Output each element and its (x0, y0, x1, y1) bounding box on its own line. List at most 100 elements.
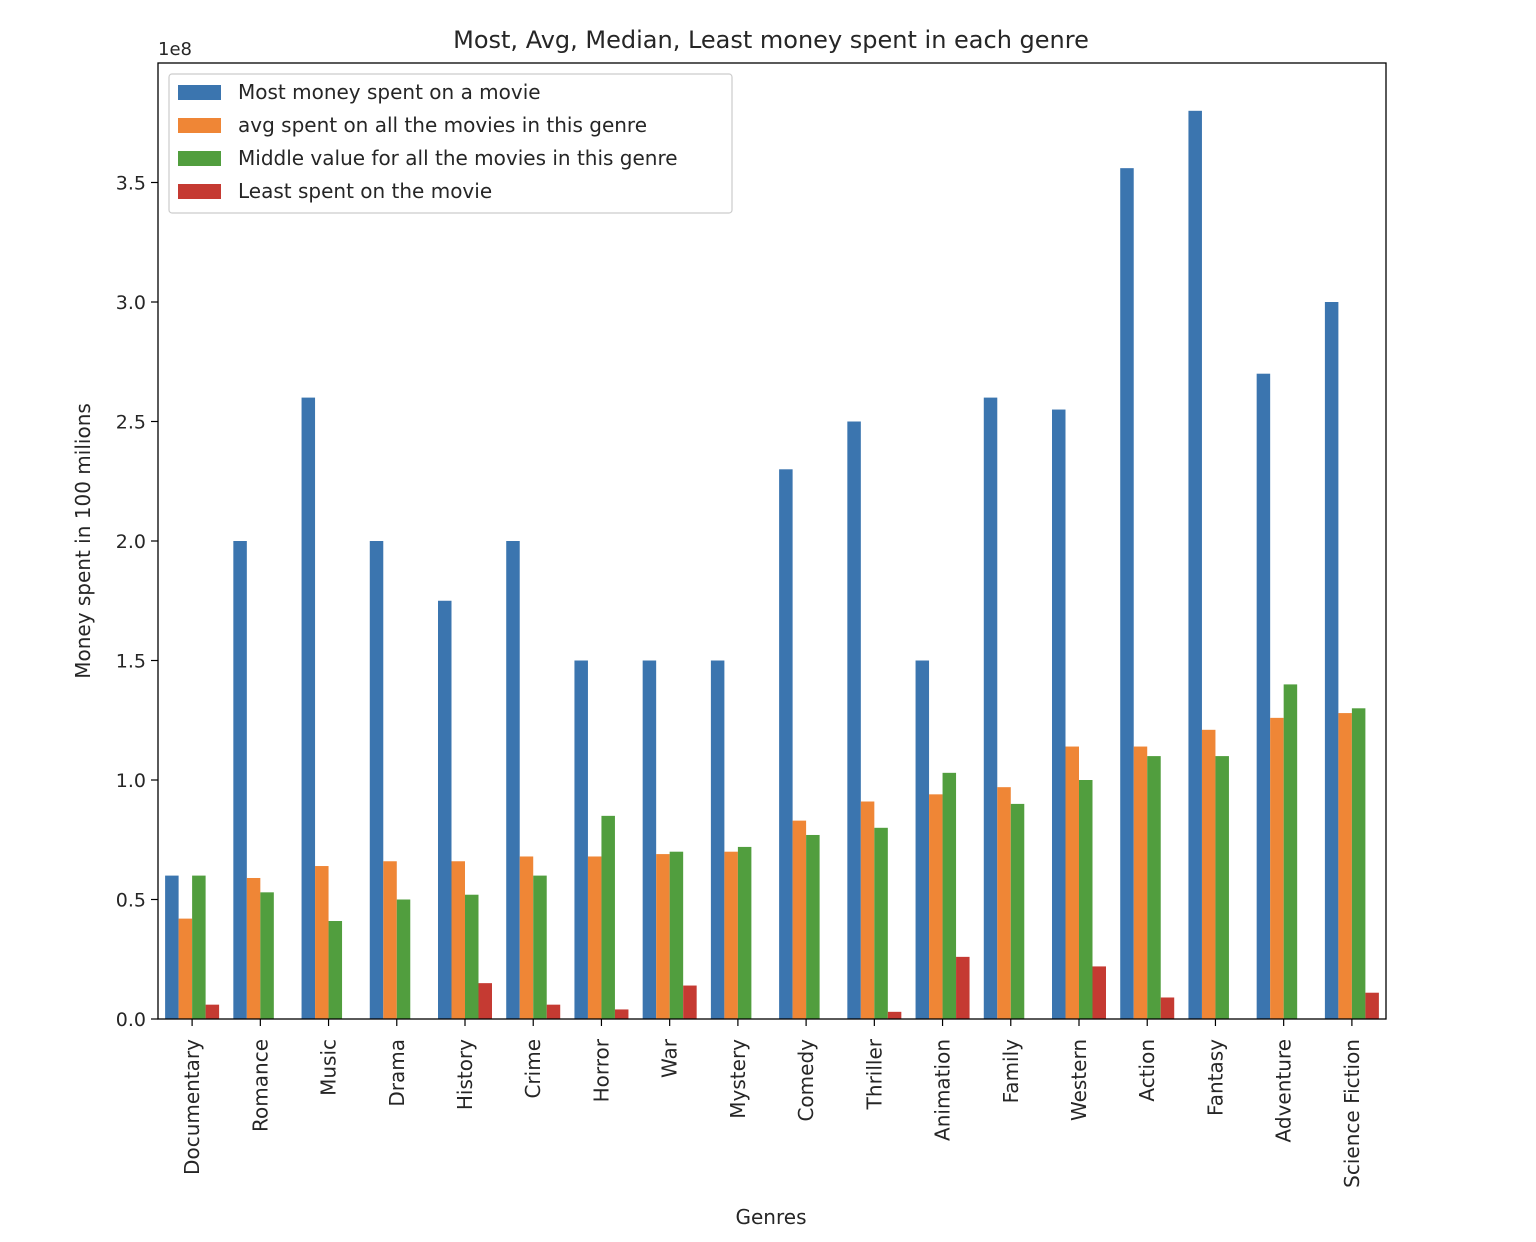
bar-series-2-war (669, 851, 684, 1019)
bar-series-2-animation (942, 772, 957, 1019)
x-tick-label: Comedy (794, 1039, 818, 1122)
bar-series-3-science-fiction (1365, 992, 1379, 1019)
bar-series-2-adventure (1283, 684, 1298, 1019)
bar-series-1-crime (519, 856, 534, 1019)
bar-series-0-history (438, 600, 452, 1019)
bar-series-1-science-fiction (1338, 713, 1352, 1019)
bar-series-2-mystery (737, 846, 752, 1019)
y-tick-label: 0.5 (116, 890, 146, 912)
legend-label: Least spent on the movie (238, 179, 492, 203)
x-tick-label: History (453, 1039, 477, 1110)
bar-series-2-thriller (874, 827, 888, 1019)
bar-series-0-action (1120, 168, 1134, 1019)
bar-series-2-comedy (806, 834, 820, 1019)
bar-series-2-romance (260, 892, 274, 1019)
bar-series-0-crime (506, 541, 520, 1019)
legend: Most money spent on a movie avg spent on … (168, 73, 733, 214)
plot-area: 0.0 0.5 1.0 1.5 2.0 2.5 3.0 3.5 Documentary Roman… (116, 62, 1387, 1188)
x-tick-label: Horror (589, 1038, 613, 1102)
bar-series-1-history (451, 861, 465, 1019)
bar-series-0-science-fiction (1324, 302, 1339, 1019)
x-tick-label: Science Fiction (1340, 1039, 1364, 1188)
bar-series-2-western (1079, 780, 1093, 1019)
x-tick-label: Documentary (180, 1039, 204, 1175)
bar-series-0-family (983, 397, 998, 1020)
bar-series-0-romance (233, 541, 247, 1019)
legend-swatch (178, 184, 221, 199)
x-tick-label: Fantasy (1203, 1039, 1227, 1116)
bar-series-2-fantasy (1215, 756, 1229, 1019)
bar-series-0-documentary (165, 875, 179, 1019)
bar-series-1-mystery (724, 851, 738, 1019)
legend-swatch (178, 118, 221, 133)
bar-series-2-horror (601, 815, 615, 1019)
bar-series-0-thriller (847, 421, 861, 1019)
x-tick-label: Animation (931, 1039, 955, 1141)
bar-series-1-adventure (1270, 717, 1284, 1019)
bar-series-2-family (1010, 803, 1025, 1019)
bar-series-1-horror (587, 856, 602, 1019)
bar-series-1-fantasy (1201, 729, 1216, 1019)
y-offset-label: 1e8 (158, 39, 192, 60)
bar-series-3-crime (546, 1004, 561, 1019)
bar-series-1-western (1065, 746, 1079, 1019)
bar-series-3-war (683, 985, 697, 1019)
legend-swatch (178, 151, 221, 166)
bar-series-1-war (656, 854, 670, 1019)
bar-series-0-adventure (1256, 373, 1271, 1019)
bar-series-0-mystery (710, 660, 725, 1019)
legend-box (168, 73, 733, 214)
bar-series-2-history (465, 894, 479, 1019)
x-tick-label: Adventure (1272, 1039, 1296, 1142)
bar-series-2-music (328, 921, 343, 1019)
bar-series-2-action (1147, 756, 1161, 1019)
x-tick-label: Thriller (862, 1038, 886, 1110)
bar-series-3-horror (614, 1009, 629, 1019)
x-tick-label: Music (317, 1039, 341, 1096)
bar-series-3-history (478, 983, 492, 1019)
bar-series-2-science-fiction (1351, 708, 1366, 1019)
bar-series-2-documentary (192, 875, 206, 1019)
bar-series-2-drama (396, 899, 411, 1019)
legend-label: avg spent on all the movies in this genr… (238, 113, 647, 137)
bar-series-1-documentary (178, 918, 193, 1019)
legend-label: Middle value for all the movies in this … (238, 146, 678, 170)
bar-series-1-animation (929, 794, 943, 1019)
chart-title: Most, Avg, Median, Least money spent in … (453, 26, 1089, 54)
x-tick-label: Crime (521, 1039, 545, 1099)
bar-series-1-thriller (860, 801, 875, 1019)
bar-series-3-action (1160, 997, 1175, 1019)
bar-series-1-drama (383, 861, 397, 1019)
bar-series-0-western (1052, 409, 1066, 1019)
bar-series-2-crime (533, 875, 547, 1019)
y-tick-label: 2.0 (116, 531, 146, 553)
bar-series-3-animation (956, 956, 970, 1019)
x-tick-label: Mystery (726, 1039, 750, 1119)
y-tick-label: 1.5 (116, 651, 146, 673)
x-tick-label: Family (999, 1039, 1023, 1104)
bar-series-0-war (642, 660, 657, 1019)
y-axis-label: Money spent in 100 milions (71, 403, 95, 679)
x-tick-label: Romance (248, 1039, 272, 1132)
y-tick-label: 2.5 (116, 412, 146, 434)
bar-series-3-western (1092, 966, 1106, 1019)
legend-label: Most money spent on a movie (238, 80, 541, 104)
bar-series-0-horror (574, 660, 588, 1019)
y-tick-label: 1.0 (116, 770, 146, 792)
bar-series-0-comedy (779, 469, 793, 1019)
bar-series-0-music (301, 397, 316, 1020)
x-axis-label: Genres (736, 1205, 807, 1229)
bar-series-1-action (1133, 746, 1148, 1019)
legend-swatch (178, 85, 221, 100)
x-tick-label: Action (1135, 1039, 1159, 1102)
bar-series-3-thriller (887, 1011, 902, 1019)
y-tick-label: 0.0 (116, 1009, 146, 1031)
y-tick-label: 3.0 (116, 292, 146, 314)
bar-series-1-music (315, 866, 329, 1019)
bar-series-3-documentary (205, 1004, 220, 1019)
x-tick-label: War (658, 1038, 682, 1078)
x-tick-label: Western (1067, 1039, 1091, 1121)
x-tick-label: Drama (385, 1039, 409, 1107)
bar-series-0-fantasy (1188, 110, 1202, 1020)
